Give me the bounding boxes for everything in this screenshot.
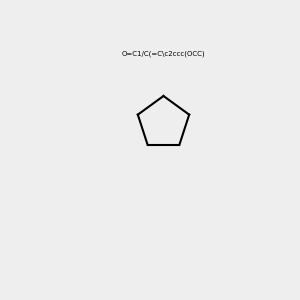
Text: O=C1/C(=C\c2ccc(OCC): O=C1/C(=C\c2ccc(OCC) [122, 50, 205, 57]
